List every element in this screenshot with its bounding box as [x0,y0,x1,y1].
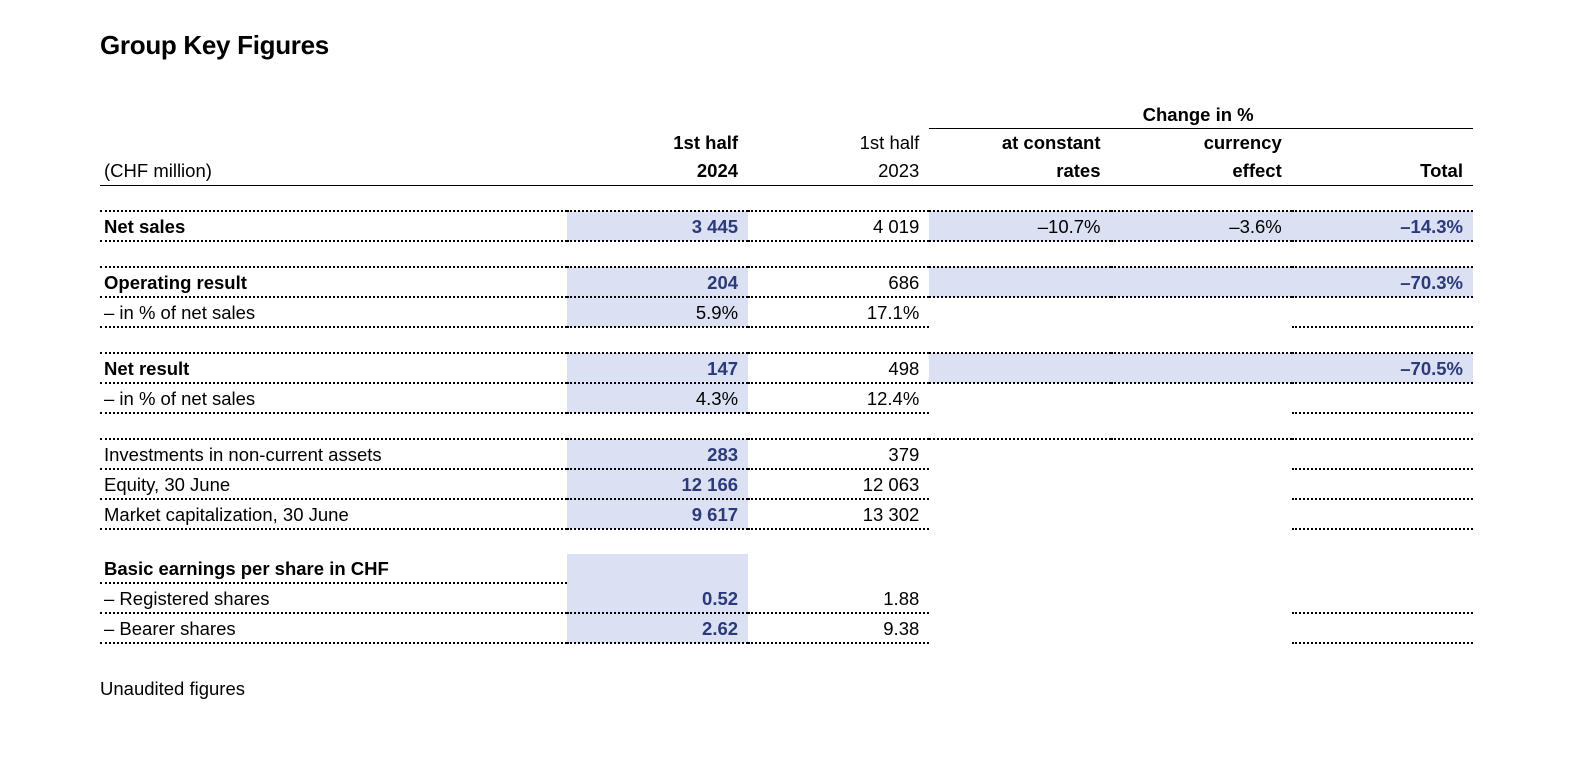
col-h2-l2: 2023 [748,157,929,186]
table-header-line1: 1st half 1st half at constant currency T… [100,129,1473,158]
cell-value: 204 [567,267,748,297]
col-h3-l2: rates [929,157,1110,186]
row-label: – in % of net sales [100,297,567,327]
col-h4-l2: effect [1111,157,1292,186]
cell-value: 9 617 [567,499,748,529]
row-label: – Registered shares [100,583,567,613]
row-label: – in % of net sales [100,383,567,413]
table-header-line2: (CHF million) 2024 2023 rates effect [100,157,1473,186]
cell-value: 498 [748,353,929,383]
table-row: Market capitalization, 30 June 9 617 13 … [100,499,1473,529]
row-label: Market capitalization, 30 June [100,499,567,529]
row-label: Equity, 30 June [100,469,567,499]
cell-value: 3 445 [567,211,748,241]
cell-value: 12.4% [748,383,929,413]
cell-value: 12 063 [748,469,929,499]
cell-value: –3.6% [1111,211,1292,241]
cell-value: 17.1% [748,297,929,327]
cell-value: 379 [748,439,929,469]
table-row: Net sales 3 445 4 019 –10.7% –3.6% –14.3… [100,211,1473,241]
change-in-pct-header: Change in % [929,101,1473,129]
table-row: Equity, 30 June 12 166 12 063 [100,469,1473,499]
unit-label: (CHF million) [100,157,567,186]
col-h4-l1: currency [1111,129,1292,158]
eps-section-title-row: Basic earnings per share in CHF [100,554,1473,583]
cell-value: 283 [567,439,748,469]
table-row: Net result 147 498 –70.5% [100,353,1473,383]
cell-value: 0.52 [567,583,748,613]
col-h2-l1: 1st half [748,129,929,158]
table-row: – in % of net sales 4.3% 12.4% [100,383,1473,413]
key-figures-table: Change in % 1st half 1st half at constan… [100,101,1473,644]
cell-value: 147 [567,353,748,383]
footnote: Unaudited figures [100,678,1473,700]
cell-value: –70.5% [1292,353,1473,383]
row-label: Investments in non-current assets [100,439,567,469]
row-label: – Bearer shares [100,613,567,643]
table-row: – in % of net sales 5.9% 17.1% [100,297,1473,327]
eps-section-title: Basic earnings per share in CHF [100,554,567,583]
row-label: Net sales [100,211,567,241]
table-header-top: Change in % [100,101,1473,129]
row-label: Net result [100,353,567,383]
col-h3-l1: at constant [929,129,1110,158]
cell-value: –14.3% [1292,211,1473,241]
cell-value: 9.38 [748,613,929,643]
row-label: Operating result [100,267,567,297]
col-h1-l2: 2024 [567,157,748,186]
cell-value: 2.62 [567,613,748,643]
page-title: Group Key Figures [100,30,1473,61]
col-h1-l1: 1st half [567,129,748,158]
table-row: Investments in non-current assets 283 37… [100,439,1473,469]
cell-value: –70.3% [1292,267,1473,297]
cell-value: 12 166 [567,469,748,499]
cell-value: 4 019 [748,211,929,241]
col-h5: Total [1292,129,1473,186]
cell-value: 686 [748,267,929,297]
cell-value: 5.9% [567,297,748,327]
table-row: – Bearer shares 2.62 9.38 [100,613,1473,643]
cell-value: –10.7% [929,211,1110,241]
cell-value: 13 302 [748,499,929,529]
table-row: Operating result 204 686 –70.3% [100,267,1473,297]
cell-value: 1.88 [748,583,929,613]
cell-value: 4.3% [567,383,748,413]
table-row: – Registered shares 0.52 1.88 [100,583,1473,613]
